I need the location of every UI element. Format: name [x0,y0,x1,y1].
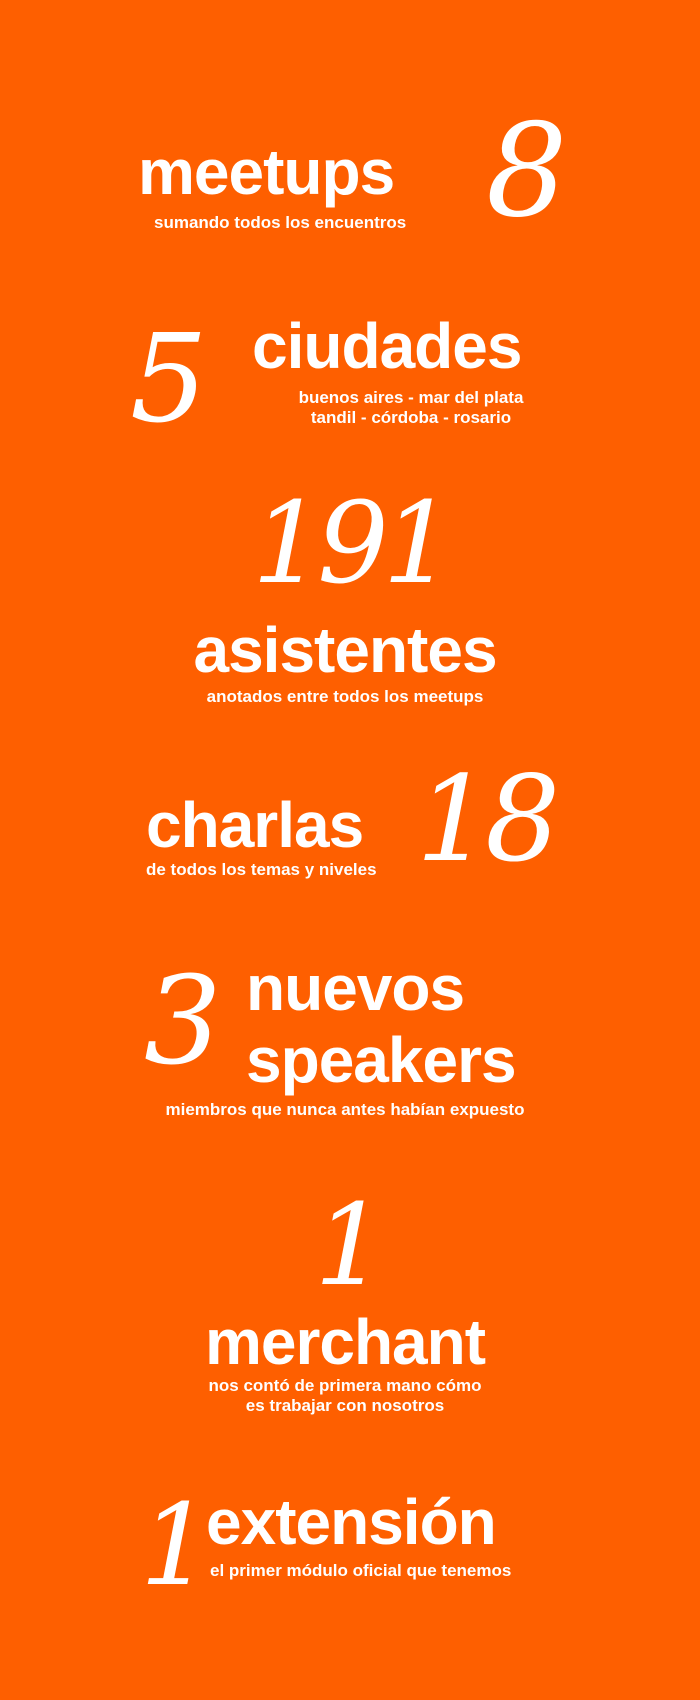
ciudades-label: ciudades [252,310,522,382]
asistentes-number: 191 [252,479,454,609]
asistentes-subtitle: anotados entre todos los meetups [206,687,484,706]
merchant-subtitle-line1: nos contó de primera mano cómo [208,1376,482,1395]
charlas-label: charlas [146,789,364,861]
extension-subtitle: el primer módulo oficial que tenemos [210,1561,512,1580]
meetups-number: 8 [486,97,568,246]
merchant-subtitle-line2: es trabajar con nosotros [245,1396,445,1415]
ciudades-subtitle-line2: tandil - córdoba - rosario [310,408,512,427]
meetups-subtitle: sumando todos los encuentros [154,213,407,232]
extension-label: extensión [206,1486,497,1558]
asistentes-label: asistentes [193,614,497,686]
ciudades-subtitle-line1: buenos aires - mar del plata [298,388,524,407]
charlas-number: 18 [416,750,560,888]
merchant-number: 1 [314,1181,386,1311]
meetups-label: meetups [138,136,395,208]
speakers-label-line2: speakers [246,1024,517,1096]
charlas-subtitle: de todos los temas y niveles [146,860,377,879]
speakers-label-line1: nuevos [246,952,465,1024]
speakers-number: 3 [144,950,222,1092]
speakers-subtitle: miembros que nunca antes habían expuesto [165,1100,525,1119]
ciudades-number: 5 [130,308,208,450]
extension-number: 1 [140,1481,212,1611]
merchant-label: merchant [204,1306,486,1378]
